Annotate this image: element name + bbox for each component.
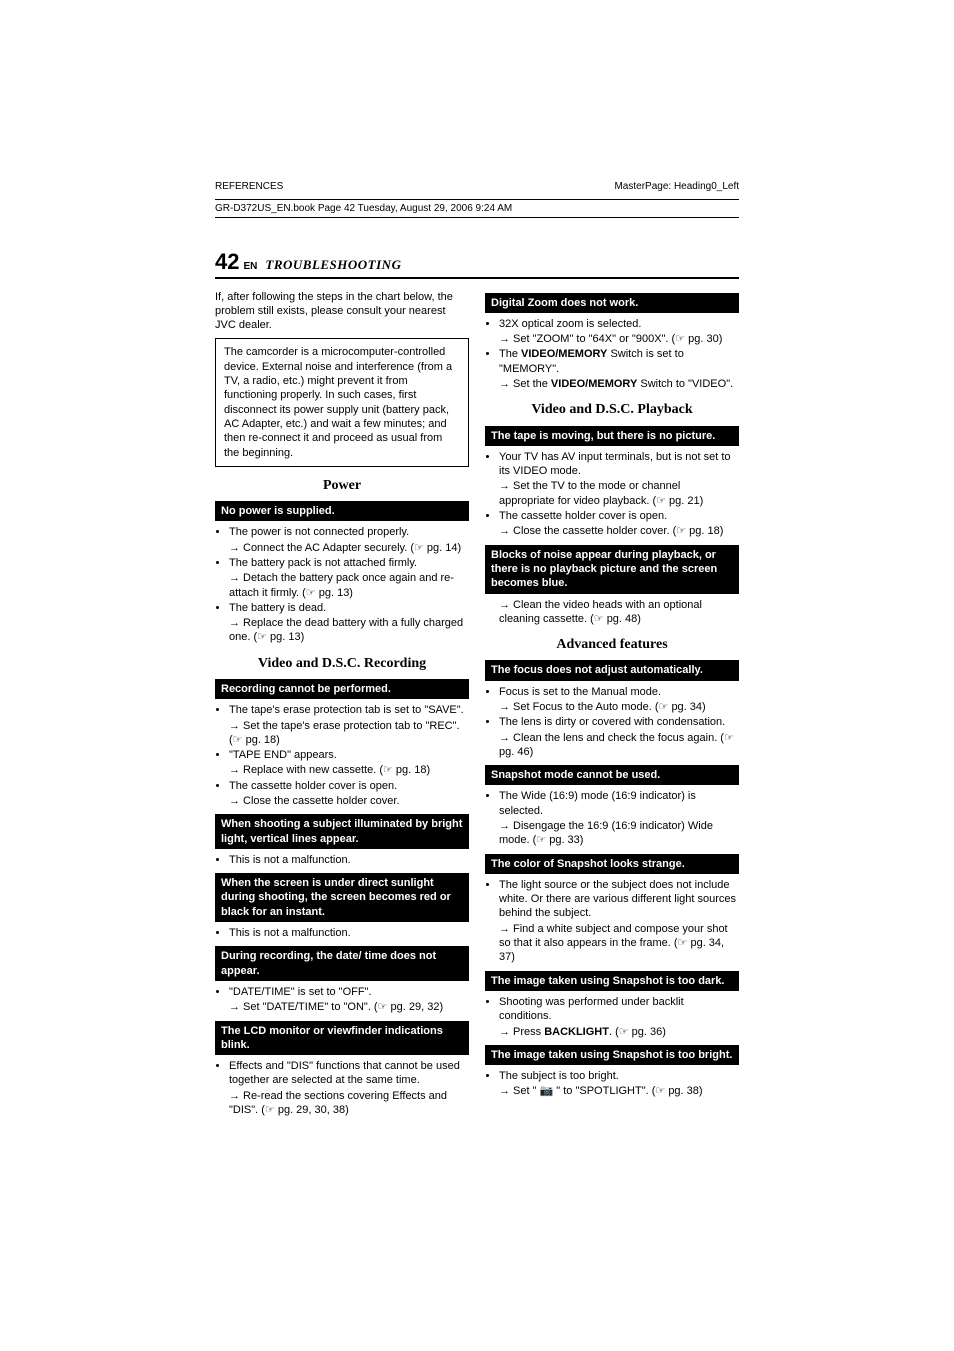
arrow-item: Set Focus to the Auto mode. (☞ pg. 34) xyxy=(499,700,739,714)
power-heading: Power xyxy=(215,477,469,495)
references-label: REFERENCES xyxy=(215,180,283,193)
arrow-item: Set " 📷 " to "SPOTLIGHT". (☞ pg. 38) xyxy=(499,1084,739,1098)
arrow-item: Set the TV to the mode or channel approp… xyxy=(499,479,739,508)
bullet: Effects and "DIS" functions that cannot … xyxy=(229,1059,469,1088)
dzoom-list: 32X optical zoom is selected. Set "ZOOM"… xyxy=(485,317,739,391)
bullet: "TAPE END" appears. xyxy=(229,748,469,762)
bullet: The Wide (16:9) mode (16:9 indicator) is… xyxy=(499,789,739,818)
adv-q5: The image taken using Snapshot is too br… xyxy=(485,1045,739,1065)
bullet: The lens is dirty or covered with conden… xyxy=(499,715,739,729)
bullet: This is not a malfunction. xyxy=(229,853,469,867)
bullet: 32X optical zoom is selected. xyxy=(499,317,739,331)
arrow-item: Replace with new cassette. (☞ pg. 18) xyxy=(229,763,469,777)
document-page: REFERENCES MasterPage: Heading0_Left GR-… xyxy=(0,0,954,1301)
bullet: This is not a malfunction. xyxy=(229,926,469,940)
bullet: Shooting was performed under backlit con… xyxy=(499,995,739,1024)
bullet: The battery pack is not attached firmly. xyxy=(229,556,469,570)
bullet: Your TV has AV input terminals, but is n… xyxy=(499,450,739,479)
arrow-item: Replace the dead battery with a fully ch… xyxy=(229,616,469,645)
adv-list2: The Wide (16:9) mode (16:9 indicator) is… xyxy=(485,789,739,847)
bullet: The light source or the subject does not… xyxy=(499,878,739,921)
rec-list5: Effects and "DIS" functions that cannot … xyxy=(215,1059,469,1117)
left-column: If, after following the steps in the cha… xyxy=(215,287,469,1122)
adv-list5: The subject is too bright. Set " 📷 " to … xyxy=(485,1069,739,1099)
section-title: TROUBLESHOOTING xyxy=(265,257,401,274)
adv-heading: Advanced features xyxy=(485,636,739,654)
adv-list1: Focus is set to the Manual mode. Set Foc… xyxy=(485,685,739,759)
dzoom-q1: Digital Zoom does not work. xyxy=(485,293,739,313)
rec-heading: Video and D.S.C. Recording xyxy=(215,655,469,673)
bullet: The tape's erase protection tab is set t… xyxy=(229,703,469,717)
top-header-row: REFERENCES MasterPage: Heading0_Left xyxy=(215,180,739,193)
power-list: The power is not connected properly. Con… xyxy=(215,525,469,644)
rec-q4: During recording, the date/ time does no… xyxy=(215,946,469,981)
rec-q2: When shooting a subject illuminated by b… xyxy=(215,814,469,849)
adv-q3: The color of Snapshot looks strange. xyxy=(485,854,739,874)
page-heading: 42 EN TROUBLESHOOTING xyxy=(215,248,739,279)
bullet: Focus is set to the Manual mode. xyxy=(499,685,739,699)
play-list2: Clean the video heads with an optional c… xyxy=(485,598,739,627)
lang-sub: EN xyxy=(243,260,257,273)
page-number: 42 xyxy=(215,248,239,277)
rec-list1: The tape's erase protection tab is set t… xyxy=(215,703,469,808)
adv-list4: Shooting was performed under backlit con… xyxy=(485,995,739,1039)
arrow-item: Close the cassette holder cover. (☞ pg. … xyxy=(499,524,739,538)
rec-list2: This is not a malfunction. xyxy=(215,853,469,867)
bullet: The cassette holder cover is open. xyxy=(229,779,469,793)
rec-list3: This is not a malfunction. xyxy=(215,926,469,940)
rec-q3: When the screen is under direct sunlight… xyxy=(215,873,469,922)
play-list1: Your TV has AV input terminals, but is n… xyxy=(485,450,739,539)
arrow-item: Press BACKLIGHT. (☞ pg. 36) xyxy=(499,1025,739,1039)
adv-q4: The image taken using Snapshot is too da… xyxy=(485,971,739,991)
bullet: The subject is too bright. xyxy=(499,1069,739,1083)
arrow-item: Detach the battery pack once again and r… xyxy=(229,571,469,600)
rec-q5: The LCD monitor or viewfinder indication… xyxy=(215,1021,469,1056)
arrow-item: Set "ZOOM" to "64X" or "900X". (☞ pg. 30… xyxy=(499,332,739,346)
adv-q1: The focus does not adjust automatically. xyxy=(485,660,739,680)
play-q2: Blocks of noise appear during playback, … xyxy=(485,545,739,594)
bullet: The VIDEO/MEMORY Switch is set to "MEMOR… xyxy=(499,347,739,376)
play-q1: The tape is moving, but there is no pict… xyxy=(485,426,739,446)
adv-q2: Snapshot mode cannot be used. xyxy=(485,765,739,785)
arrow-item: Set the tape's erase protection tab to "… xyxy=(229,719,469,748)
arrow-item: Clean the video heads with an optional c… xyxy=(499,598,739,627)
arrow-item: Disengage the 16:9 (16:9 indicator) Wide… xyxy=(499,819,739,848)
bullet: The battery is dead. xyxy=(229,601,469,615)
masterpage-label: MasterPage: Heading0_Left xyxy=(614,180,739,193)
arrow-item: Clean the lens and check the focus again… xyxy=(499,731,739,760)
power-q1: No power is supplied. xyxy=(215,501,469,521)
rec-list4: "DATE/TIME" is set to "OFF". Set "DATE/T… xyxy=(215,985,469,1015)
arrow-item: Set "DATE/TIME" to "ON". (☞ pg. 29, 32) xyxy=(229,1000,469,1014)
arrow-item: Find a white subject and compose your sh… xyxy=(499,922,739,965)
bullet: "DATE/TIME" is set to "OFF". xyxy=(229,985,469,999)
rec-q1: Recording cannot be performed. xyxy=(215,679,469,699)
arrow-item: Close the cassette holder cover. xyxy=(229,794,469,808)
bullet: The power is not connected properly. xyxy=(229,525,469,539)
arrow-item: Set the VIDEO/MEMORY Switch to "VIDEO". xyxy=(499,377,739,391)
right-column: Digital Zoom does not work. 32X optical … xyxy=(485,287,739,1122)
two-column-layout: If, after following the steps in the cha… xyxy=(215,287,739,1122)
bullet: The cassette holder cover is open. xyxy=(499,509,739,523)
adv-list3: The light source or the subject does not… xyxy=(485,878,739,965)
arrow-item: Connect the AC Adapter securely. (☞ pg. … xyxy=(229,541,469,555)
arrow-item: Re-read the sections covering Effects an… xyxy=(229,1089,469,1118)
intro-text: If, after following the steps in the cha… xyxy=(215,290,469,333)
play-heading: Video and D.S.C. Playback xyxy=(485,401,739,419)
book-line: GR-D372US_EN.book Page 42 Tuesday, Augus… xyxy=(215,199,739,218)
warning-box: The camcorder is a microcomputer-control… xyxy=(215,338,469,466)
